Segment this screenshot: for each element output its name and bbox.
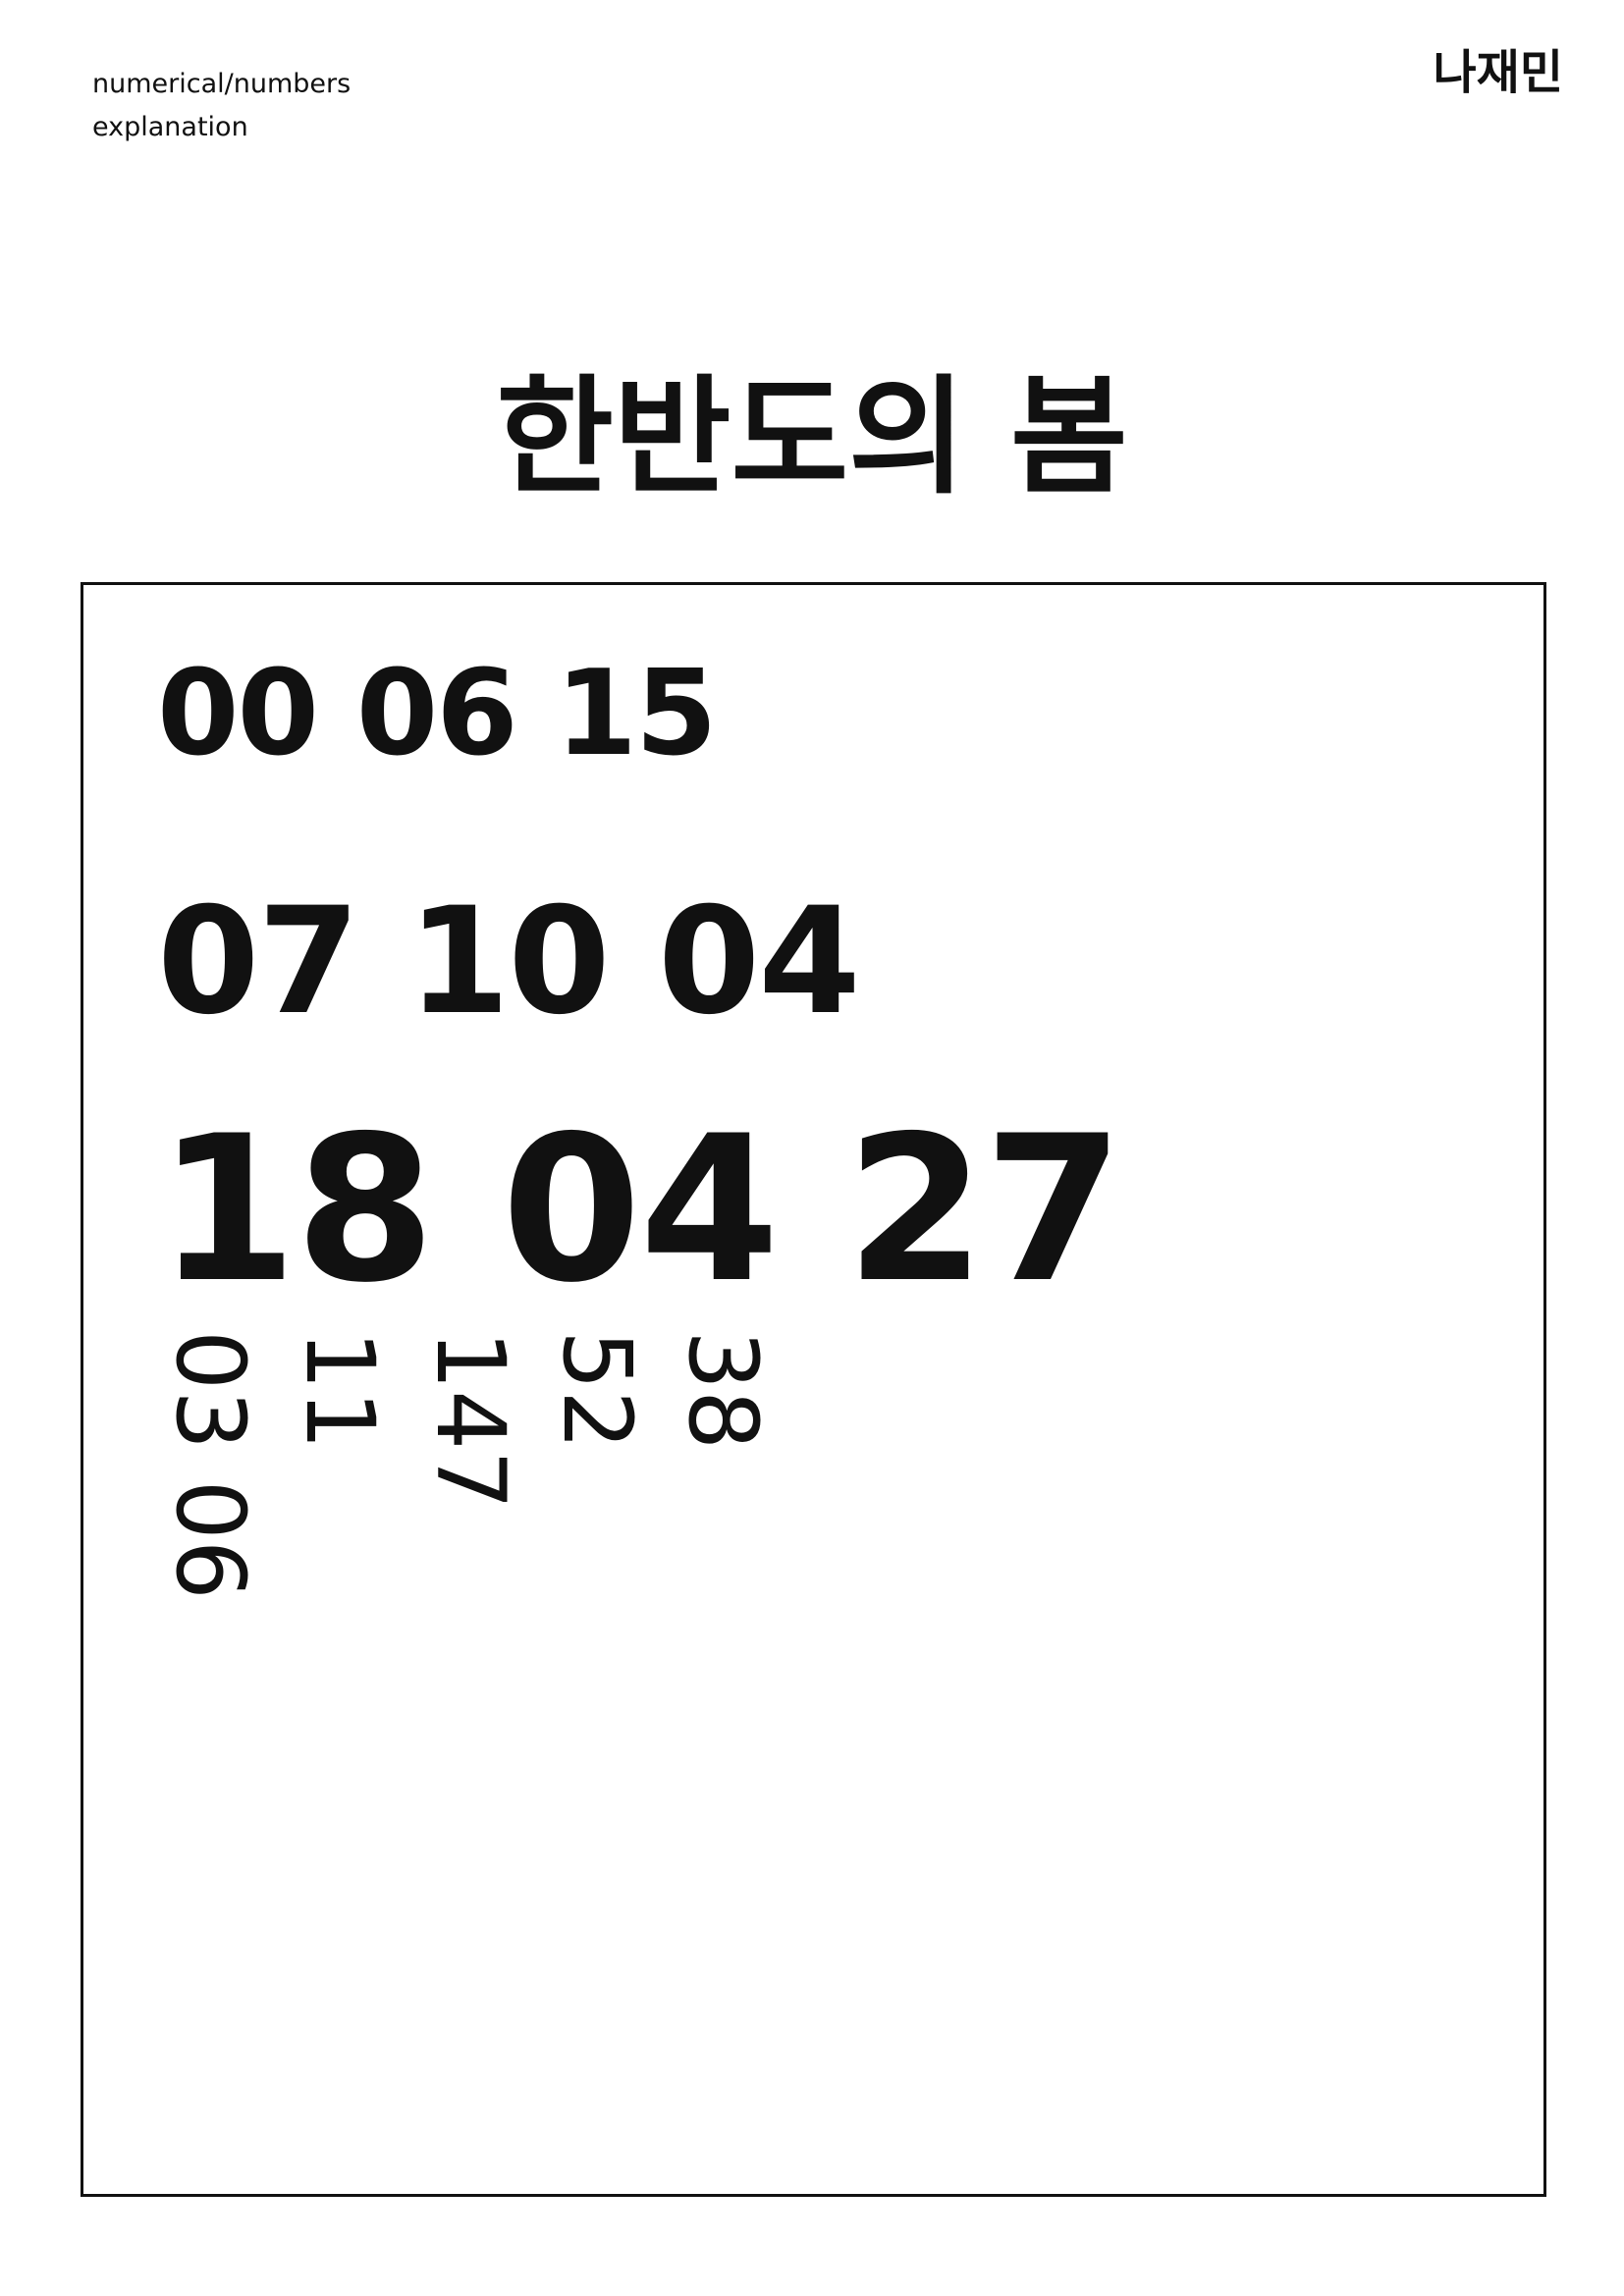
vertical-number-3: 147	[415, 1330, 525, 1511]
subtitle-line-2: explanation	[92, 112, 248, 142]
vertical-number-5: 38	[668, 1330, 778, 1451]
page-title: 한반도의 봄	[496, 362, 1128, 511]
vertical-number-4: 52	[542, 1330, 652, 1451]
date-line-2018-04-27: 18 04 27	[157, 1094, 1124, 1327]
subtitle-line-1: numerical/numbers	[92, 69, 352, 99]
content-frame	[81, 582, 1546, 2197]
vertical-number-2: 11	[285, 1330, 395, 1451]
author-name: 나재민	[1433, 45, 1563, 100]
vertical-number-1: 03 06	[155, 1330, 265, 1600]
date-line-2007-10-04: 07 10 04	[157, 877, 861, 1047]
date-line-2000-06-15: 00 06 15	[157, 646, 718, 782]
